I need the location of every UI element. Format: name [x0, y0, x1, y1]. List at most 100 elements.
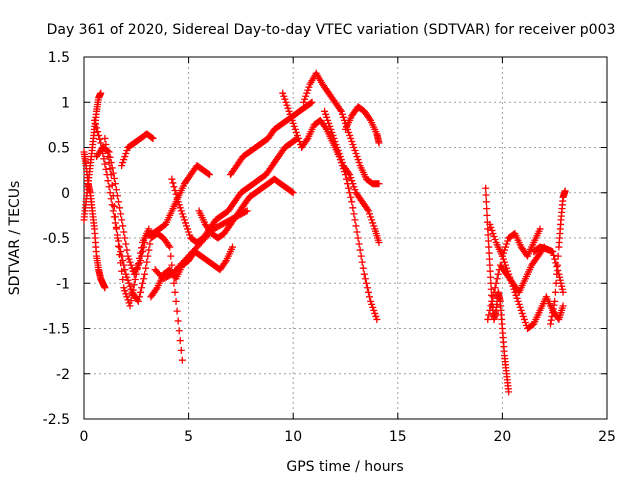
data-point — [100, 155, 108, 163]
y-tick-label: -1 — [56, 276, 70, 292]
data-point — [177, 207, 185, 215]
data-point — [367, 213, 375, 221]
data-point — [136, 249, 144, 257]
data-marks — [80, 69, 569, 396]
data-point — [135, 254, 143, 262]
data-point — [179, 213, 187, 221]
data-point — [325, 119, 333, 127]
data-point — [175, 201, 183, 209]
data-point — [361, 275, 369, 283]
series-arc-10 — [195, 175, 297, 242]
data-point — [337, 107, 345, 115]
series-arc-6 — [118, 130, 157, 170]
data-point — [105, 159, 113, 167]
data-point — [487, 302, 495, 310]
data-point — [111, 219, 119, 227]
data-point — [362, 279, 370, 287]
data-point — [206, 171, 214, 179]
data-point — [124, 276, 132, 284]
data-point — [332, 140, 340, 148]
data-point — [488, 297, 496, 305]
data-point — [125, 279, 133, 287]
data-point — [121, 287, 129, 295]
data-point — [504, 237, 512, 245]
x-tick-label: 10 — [284, 429, 302, 445]
data-point — [349, 140, 357, 148]
data-point — [343, 175, 351, 183]
data-point — [115, 198, 123, 206]
data-point — [358, 258, 366, 266]
data-point — [482, 191, 490, 199]
data-point — [286, 110, 294, 118]
data-point — [109, 192, 117, 200]
data-point — [115, 242, 123, 250]
data-point — [547, 320, 555, 328]
series-arc-21 — [547, 187, 569, 328]
data-point — [109, 207, 117, 215]
data-point — [347, 193, 355, 201]
data-point — [122, 290, 130, 298]
data-point — [509, 282, 517, 290]
data-point — [102, 140, 110, 148]
data-point — [134, 260, 142, 268]
data-point — [112, 186, 120, 194]
data-point — [291, 125, 299, 133]
data-point — [120, 156, 128, 164]
data-point — [172, 190, 180, 198]
data-point — [169, 179, 177, 187]
data-point — [485, 249, 493, 257]
data-point — [138, 284, 146, 292]
data-point — [508, 279, 516, 287]
data-point — [123, 273, 131, 281]
data-point — [490, 288, 498, 296]
data-point — [484, 231, 492, 239]
data-point — [370, 306, 378, 314]
data-point — [287, 113, 295, 121]
data-point — [357, 252, 365, 260]
data-point — [113, 234, 121, 242]
data-point — [166, 243, 174, 251]
data-point — [134, 297, 142, 305]
data-point — [170, 183, 178, 191]
data-point — [488, 226, 496, 234]
data-point — [111, 213, 119, 221]
data-point — [117, 248, 125, 256]
data-point — [173, 307, 181, 315]
data-point — [132, 270, 140, 278]
data-point — [127, 261, 135, 269]
y-tick-label: 1 — [61, 95, 70, 111]
data-point — [135, 293, 143, 301]
data-point — [116, 243, 124, 251]
data-point — [180, 216, 188, 224]
data-point — [371, 309, 379, 317]
data-point — [97, 89, 105, 97]
data-point — [116, 251, 124, 259]
data-point — [551, 288, 559, 296]
data-point — [119, 222, 127, 230]
data-point — [356, 246, 364, 254]
data-point — [300, 98, 308, 106]
data-point — [347, 134, 355, 142]
data-point — [502, 243, 510, 251]
data-point — [143, 258, 151, 266]
x-tick-label: 20 — [493, 429, 511, 445]
data-point — [499, 249, 507, 257]
data-point — [295, 137, 303, 145]
data-point — [167, 252, 175, 260]
data-point — [352, 150, 360, 158]
data-point — [511, 288, 519, 296]
data-point — [145, 225, 153, 233]
data-point — [338, 110, 346, 118]
data-point — [484, 237, 492, 245]
data-point — [485, 255, 493, 263]
data-point — [485, 311, 493, 319]
data-point — [366, 293, 374, 301]
data-point — [322, 124, 330, 132]
data-point — [304, 86, 312, 94]
data-point — [483, 205, 491, 213]
data-point — [518, 309, 526, 317]
data-point — [94, 128, 102, 136]
data-point — [92, 120, 100, 128]
data-point — [243, 207, 251, 215]
